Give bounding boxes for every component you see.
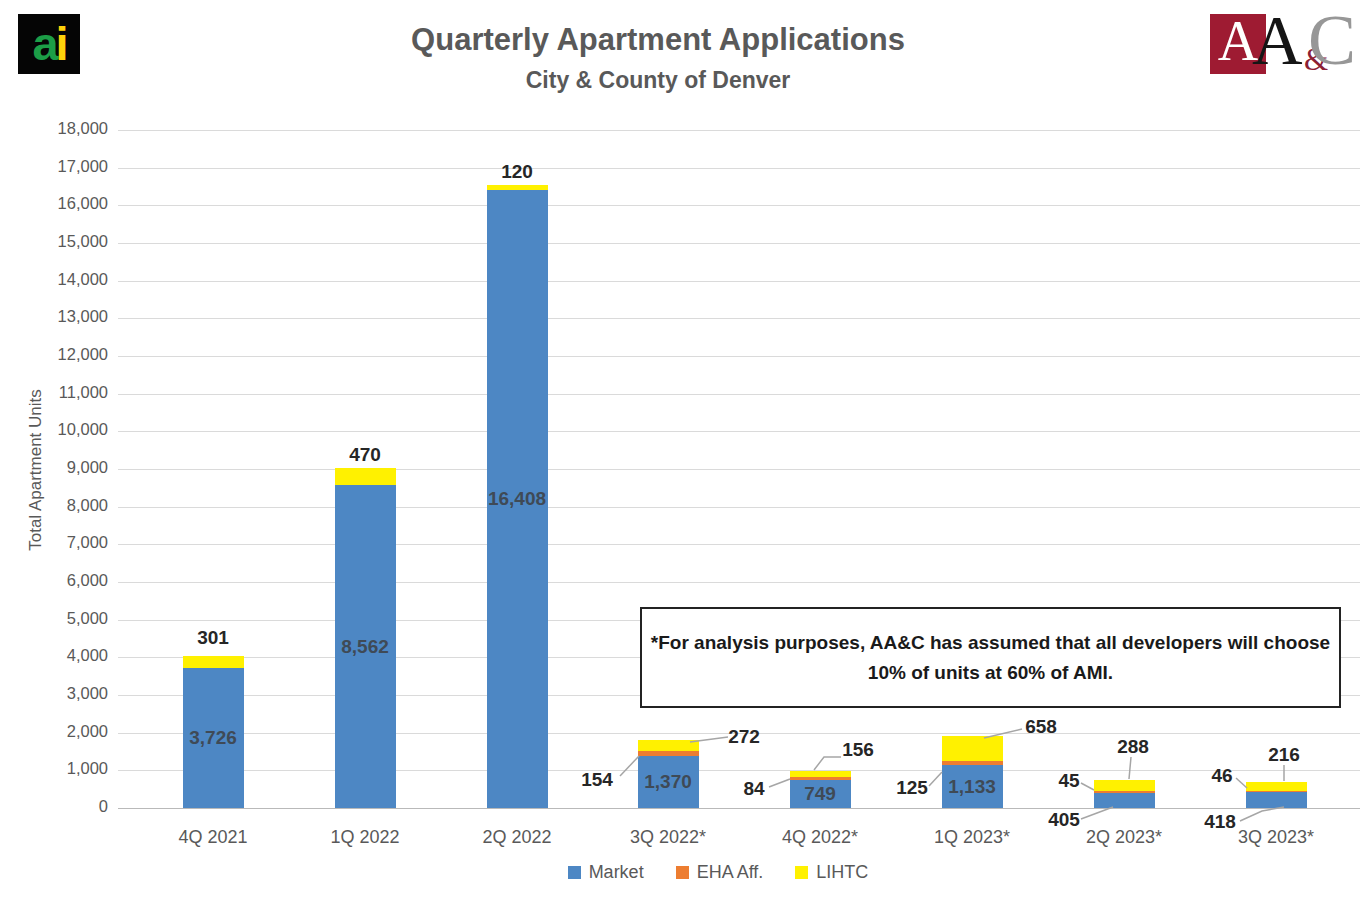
data-label-market: 749: [804, 783, 836, 805]
y-tick-label: 18,000: [34, 119, 108, 138]
data-label-market: 16,408: [488, 488, 546, 510]
plot-area: 0 1,000 2,000 3,000 4,000 5,000 6,000 7,000 8,00…: [0, 0, 1370, 898]
gridline: [118, 544, 1360, 545]
x-axis-line: [118, 808, 1360, 809]
y-tick-label: 17,000: [34, 157, 108, 176]
legend-swatch-icon: [795, 866, 808, 879]
data-label-eha-aff-: 46: [1211, 765, 1232, 787]
annotation-text: *For analysis purposes, AA&C has assumed…: [651, 628, 1330, 687]
legend-item-eha-aff-: EHA Aff.: [676, 862, 764, 883]
bar-lihtc-1q-2023-: [942, 736, 1003, 761]
legend-item-market: Market: [568, 862, 644, 883]
y-tick-label: 10,000: [34, 420, 108, 439]
data-label-lihtc: 658: [1025, 716, 1057, 738]
bar-lihtc-3q-2023-: [1246, 782, 1307, 790]
bar-eha-aff--3q-2023-: [1246, 791, 1307, 793]
data-label-market: 1,370: [644, 771, 692, 793]
data-label-market: 405: [1048, 809, 1080, 831]
bar-lihtc-2q-2023-: [1094, 780, 1155, 791]
data-label-lihtc: 288: [1117, 736, 1149, 758]
data-label-market: 3,726: [189, 727, 237, 749]
y-tick-label: 12,000: [34, 345, 108, 364]
legend-label: LIHTC: [816, 862, 868, 883]
y-tick-label: 4,000: [34, 646, 108, 665]
gridline: [118, 318, 1360, 319]
x-tick-label: 2Q 2022: [452, 827, 582, 848]
y-tick-label: 11,000: [34, 383, 108, 402]
y-tick-label: 0: [34, 797, 108, 816]
gridline: [118, 582, 1360, 583]
data-label-market: 8,562: [341, 636, 389, 658]
x-tick-label: 1Q 2023*: [907, 827, 1037, 848]
data-label-lihtc: 156: [842, 739, 874, 761]
bar-eha-aff--1q-2023-: [942, 761, 1003, 766]
x-tick-label: 1Q 2022: [300, 827, 430, 848]
x-tick-label: 4Q 2021: [148, 827, 278, 848]
y-tick-label: 6,000: [34, 571, 108, 590]
y-tick-label: 7,000: [34, 533, 108, 552]
gridline: [118, 205, 1360, 206]
y-tick-label: 8,000: [34, 496, 108, 515]
data-label-market: 418: [1204, 811, 1236, 833]
bar-market-3q-2023-: [1246, 792, 1307, 808]
legend-item-lihtc: LIHTC: [795, 862, 868, 883]
data-label-eha-aff-: 84: [743, 778, 764, 800]
gridline: [118, 469, 1360, 470]
x-tick-label: 4Q 2022*: [755, 827, 885, 848]
gridline: [118, 507, 1360, 508]
gridline: [118, 431, 1360, 432]
gridline: [118, 243, 1360, 244]
y-tick-label: 9,000: [34, 458, 108, 477]
bar-lihtc-4q-2021: [183, 656, 244, 667]
gridline: [118, 281, 1360, 282]
gridline: [118, 394, 1360, 395]
data-label-lihtc: 301: [197, 627, 229, 649]
data-label-lihtc: 120: [501, 161, 533, 183]
x-tick-label: 3Q 2022*: [603, 827, 733, 848]
y-tick-label: 14,000: [34, 270, 108, 289]
annotation-box: *For analysis purposes, AA&C has assumed…: [640, 607, 1341, 708]
y-tick-label: 1,000: [34, 759, 108, 778]
bar-market-2q-2023-: [1094, 793, 1155, 808]
legend-label: Market: [589, 862, 644, 883]
bar-eha-aff--3q-2022-: [638, 751, 699, 757]
data-label-eha-aff-: 154: [581, 769, 613, 791]
data-label-eha-aff-: 45: [1058, 770, 1079, 792]
data-label-lihtc: 470: [349, 444, 381, 466]
bar-lihtc-3q-2022-: [638, 740, 699, 750]
y-tick-label: 5,000: [34, 609, 108, 628]
legend-swatch-icon: [676, 866, 689, 879]
bar-lihtc-2q-2022: [487, 185, 548, 190]
chart-page: ai Quarterly Apartment Applications City…: [0, 0, 1370, 898]
gridline: [118, 130, 1360, 131]
bar-lihtc-1q-2022: [335, 468, 396, 486]
gridline: [118, 770, 1360, 771]
y-tick-label: 3,000: [34, 684, 108, 703]
y-tick-label: 2,000: [34, 722, 108, 741]
data-label-eha-aff-: 125: [896, 777, 928, 799]
data-label-lihtc: 216: [1268, 744, 1300, 766]
legend-label: EHA Aff.: [697, 862, 764, 883]
gridline: [118, 356, 1360, 357]
bar-eha-aff--4q-2022-: [790, 777, 851, 780]
gridline: [118, 168, 1360, 169]
data-label-lihtc: 272: [728, 726, 760, 748]
legend-swatch-icon: [568, 866, 581, 879]
bar-lihtc-4q-2022-: [790, 771, 851, 777]
legend: Market EHA Aff. LIHTC: [118, 862, 1318, 883]
bar-eha-aff--2q-2023-: [1094, 791, 1155, 793]
y-tick-label: 16,000: [34, 194, 108, 213]
y-tick-label: 13,000: [34, 307, 108, 326]
data-label-market: 1,133: [948, 776, 996, 798]
y-tick-label: 15,000: [34, 232, 108, 251]
